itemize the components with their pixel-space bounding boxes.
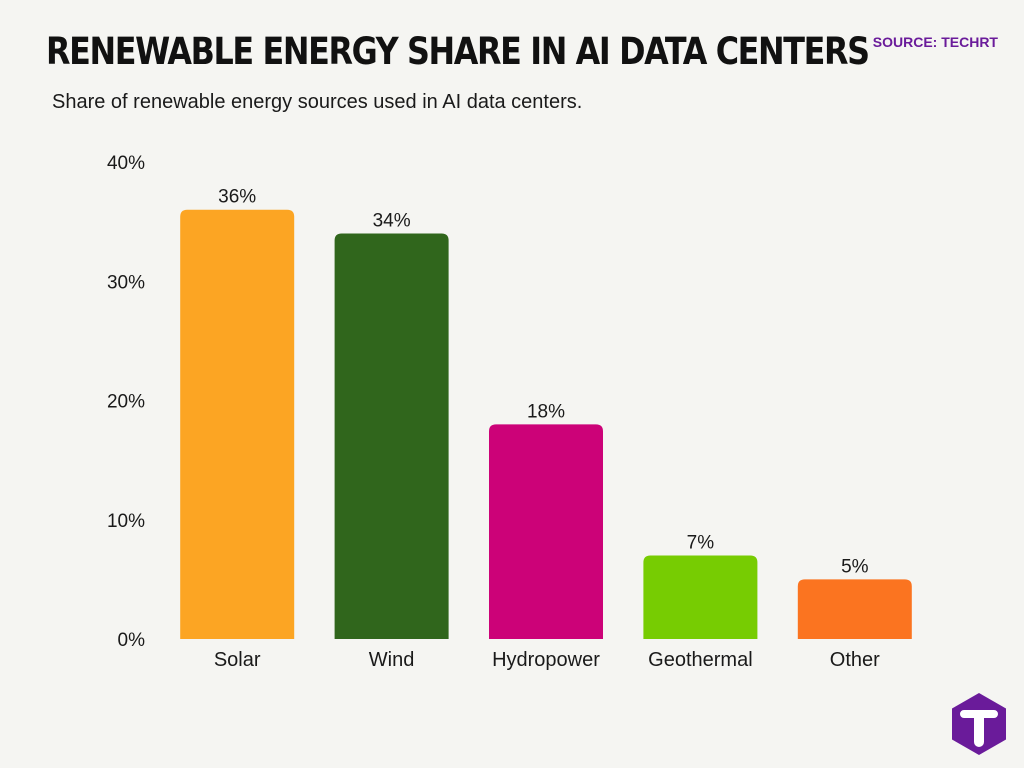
bar-value-label: 7% [687, 533, 715, 554]
bar-hydropower [489, 424, 603, 639]
x-tick-label: Geothermal [648, 649, 753, 671]
techrt-t-logo-icon [952, 693, 1006, 755]
bar-value-label: 18% [527, 401, 565, 422]
bar-geothermal [643, 555, 758, 639]
x-tick-label: Other [830, 649, 880, 671]
bar-solar [180, 209, 295, 639]
y-tick-label: 0% [118, 630, 146, 651]
bar-wind [334, 233, 449, 640]
y-tick-label: 30% [107, 272, 145, 293]
bar-value-label: 5% [841, 556, 869, 577]
y-tick-label: 10% [107, 511, 145, 532]
logo-letter-t [960, 710, 998, 747]
x-tick-label: Wind [369, 649, 415, 671]
bar-value-label: 34% [373, 211, 411, 232]
bar-other [797, 579, 912, 639]
source-label: SOURCE: TECHRT [872, 34, 998, 50]
y-tick-label: 40% [107, 153, 145, 174]
chart-subtitle: Share of renewable energy sources used i… [52, 91, 583, 113]
bar-value-label: 36% [218, 187, 256, 208]
y-tick-label: 20% [107, 392, 145, 413]
page-title: RENEWABLE ENERGY SHARE IN AI DATA CENTER… [46, 30, 870, 73]
x-tick-label: Hydropower [492, 649, 600, 671]
x-tick-label: Solar [214, 649, 261, 671]
